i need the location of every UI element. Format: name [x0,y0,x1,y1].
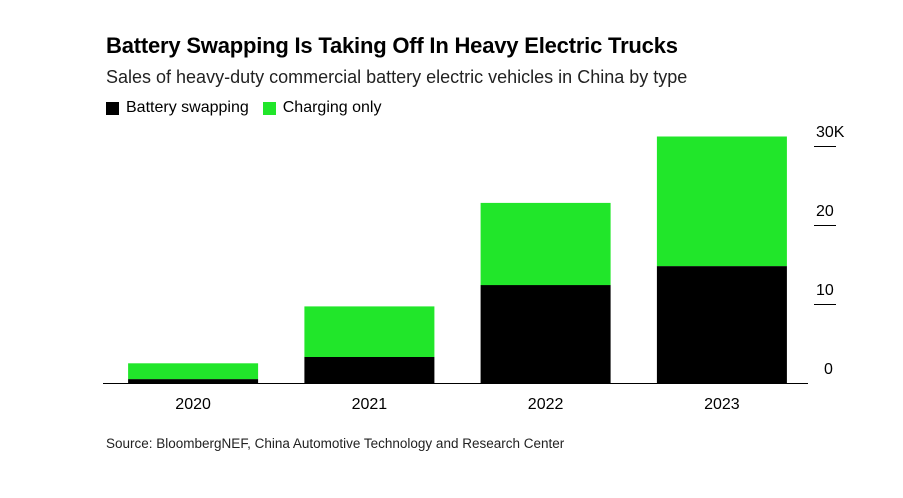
legend-swatch-battery-swapping [106,101,119,115]
legend-item-battery-swapping: Battery swapping [106,99,249,117]
legend-label-charging-only: Charging only [282,99,382,116]
source-note: Source: BloombergNEF, China Automotive T… [106,436,565,451]
bar-battery-swapping-2021 [304,356,435,383]
legend-item-charging-only: Charging only [262,99,382,117]
x-tick-label-2020: 2020 [175,396,211,413]
bar-charging-only-2023 [656,136,787,267]
y-tick-label-20: 20 [816,203,834,220]
chart-subtitle: Sales of heavy-duty commercial battery e… [106,67,688,87]
bar-battery-swapping-2020 [128,379,259,383]
x-tick-label-2022: 2022 [528,396,564,413]
legend: Battery swapping Charging only [106,99,395,117]
y-tick-label-30: 30K [816,124,845,141]
bar-charging-only-2020 [128,363,259,380]
chart-title: Battery Swapping Is Taking Off In Heavy … [106,33,678,58]
y-tick-label-10: 10 [816,282,834,299]
x-tick-label-2021: 2021 [352,396,388,413]
bar-battery-swapping-2023 [656,266,787,383]
bar-battery-swapping-2022 [480,285,611,383]
x-tick-label-2023: 2023 [704,396,740,413]
bar-charging-only-2022 [480,202,611,286]
y-tick-label-0: 0 [824,361,833,378]
legend-swatch-charging-only [262,101,276,115]
legend-label-battery-swapping: Battery swapping [126,99,249,116]
bar-charging-only-2021 [304,306,435,357]
